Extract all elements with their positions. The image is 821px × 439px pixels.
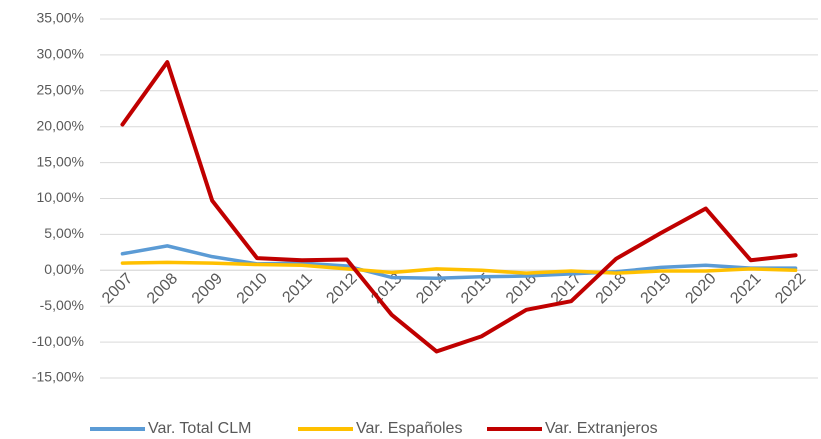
- y-tick-label: 5,00%: [44, 225, 84, 241]
- x-tick-label: 2011: [279, 270, 315, 306]
- line-series: [120, 244, 798, 280]
- x-tick-label: 2020: [682, 270, 719, 307]
- legend-label: Var. Total CLM: [148, 420, 251, 437]
- legend-label: Var. Españoles: [356, 420, 462, 437]
- legend: Var. Total CLM Var. Españoles Var. Extranj…: [90, 420, 658, 437]
- x-tick-label: 2021: [727, 270, 764, 307]
- y-tick-label: 10,00%: [37, 189, 84, 205]
- x-tick-label: 2007: [99, 270, 136, 307]
- x-tick-label: 2019: [638, 270, 675, 307]
- x-tick-label: 2012: [323, 270, 360, 307]
- x-tick-label: 2010: [234, 270, 271, 307]
- x-tick-label: 2009: [189, 270, 226, 307]
- x-tick-label: 2008: [144, 270, 181, 307]
- x-tick-label: 2014: [413, 270, 450, 307]
- line-series: [120, 60, 798, 354]
- y-tick-label: 15,00%: [37, 153, 84, 169]
- legend-label: Var. Extranjeros: [545, 420, 658, 437]
- x-tick-label: 2022: [772, 270, 809, 307]
- y-tick-label: 35,00%: [37, 10, 84, 26]
- y-tick-label: 30,00%: [37, 46, 84, 62]
- y-tick-label: 0,00%: [44, 261, 84, 277]
- y-tick-label: -5,00%: [40, 297, 84, 313]
- y-tick-label: 25,00%: [37, 82, 84, 98]
- y-tick-label: -15,00%: [32, 369, 84, 385]
- y-tick-label: -10,00%: [32, 333, 84, 349]
- y-tick-label: 20,00%: [37, 117, 84, 133]
- line-series: [120, 260, 798, 275]
